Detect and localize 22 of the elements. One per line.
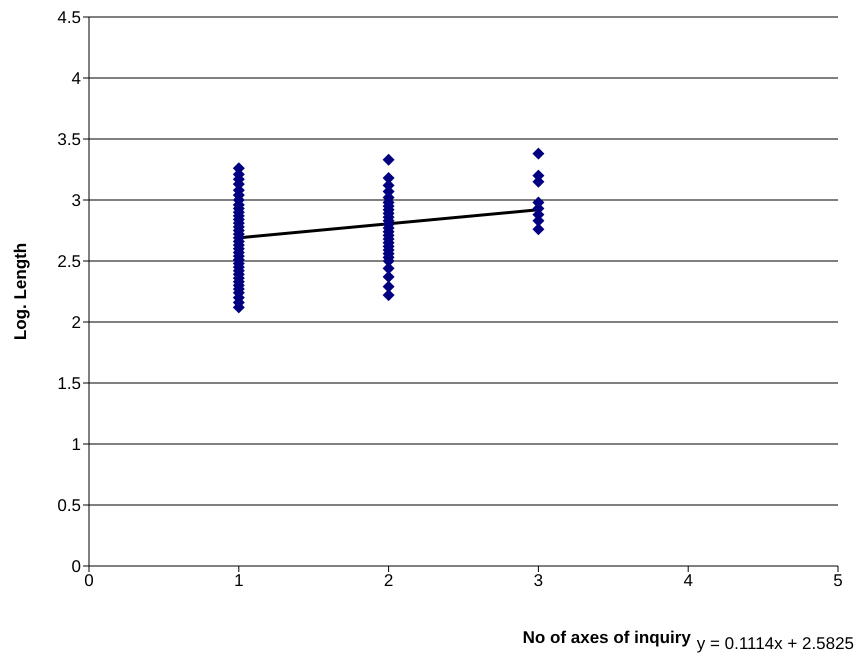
x-tick-label: 2	[384, 571, 394, 590]
x-tick-label: 1	[234, 571, 244, 590]
x-tick-label: 4	[683, 571, 693, 590]
y-tick-label: 3	[72, 191, 81, 210]
x-axis-title: No of axes of inquiry	[522, 628, 691, 648]
y-tick-label: 0	[72, 557, 81, 576]
point	[382, 289, 395, 302]
y-tick-label: 4.5	[57, 8, 81, 28]
x-tick-label: 5	[833, 571, 843, 590]
y-axis-title: Log. Length	[11, 242, 30, 340]
x-tick-label: 0	[84, 571, 94, 590]
y-tick-label: 2	[72, 313, 81, 332]
point	[382, 154, 395, 166]
y-tick-label: 4	[72, 69, 81, 88]
x-tick-label: 3	[534, 571, 544, 590]
y-tick-label: 3.5	[57, 130, 81, 150]
y-tick-label: 1	[72, 435, 81, 454]
y-tick-label: 0.5	[57, 496, 81, 516]
y-tick-label: 1.5	[57, 374, 81, 394]
y-tick-label: 2.5	[57, 252, 81, 272]
point	[532, 148, 544, 160]
text: y = 0.1114x + 2.5825	[696, 634, 854, 654]
